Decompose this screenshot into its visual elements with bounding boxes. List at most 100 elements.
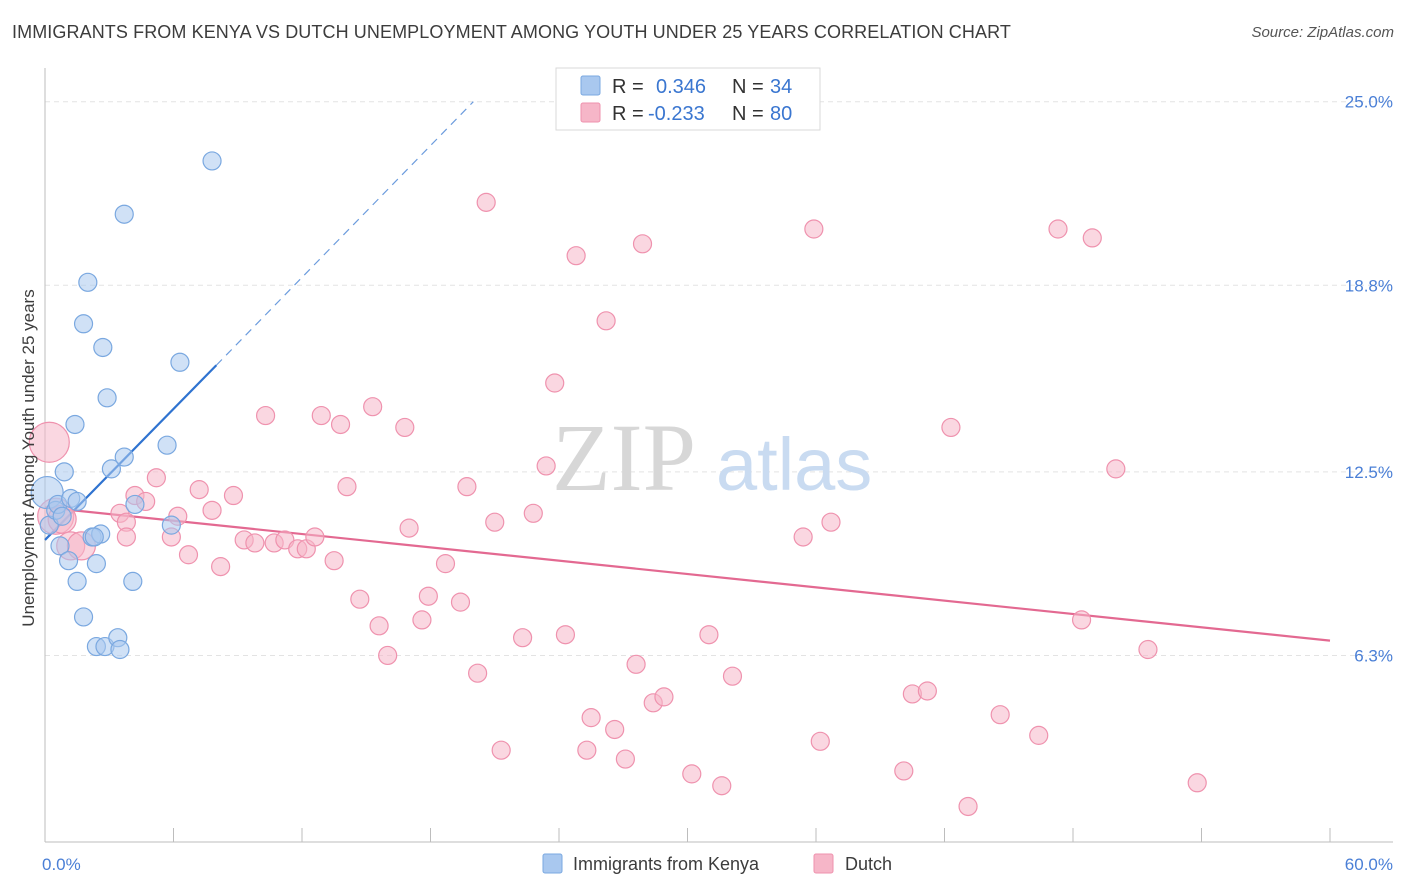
dutch-point-7 — [116, 527, 136, 547]
kenya-point-32 — [202, 151, 222, 171]
y-tick-label-1: 12.5% — [1345, 463, 1393, 482]
dutch-point-28 — [330, 414, 351, 435]
dutch-point-34 — [395, 417, 415, 438]
dutch-point-80 — [1187, 773, 1207, 793]
dutch-point-32 — [369, 616, 389, 636]
dutch-point-53 — [596, 311, 616, 331]
legend-r-value-kenya: 0.346 — [656, 76, 706, 98]
dutch-point-71 — [941, 417, 961, 438]
bottom-legend-swatch-dutch — [813, 853, 834, 874]
y-tick-label-2: 18.8% — [1345, 276, 1393, 295]
dutch-point-10 — [146, 468, 166, 488]
dutch-point-77 — [1082, 228, 1102, 248]
kenya-point-16 — [86, 554, 107, 574]
dutch-point-46 — [523, 503, 543, 523]
kenya-point-22 — [101, 459, 121, 479]
kenya-point-26 — [114, 204, 134, 224]
dutch-point-54 — [605, 719, 625, 740]
legend-swatch-dutch — [580, 102, 601, 123]
dutch-point-39 — [450, 592, 471, 612]
dutch-point-49 — [555, 625, 576, 645]
dutch-point-36 — [412, 610, 432, 630]
dutch-point-26 — [311, 405, 331, 426]
kenya-point-12 — [73, 607, 94, 627]
trend-line-series-1 — [44, 506, 1331, 642]
kenya-point-4 — [52, 506, 72, 526]
dutch-point-19 — [245, 533, 265, 553]
dutch-point-59 — [654, 687, 674, 707]
legend-r-value-dutch: -0.233 — [648, 103, 705, 125]
y-tick-label-3: 25.0% — [1345, 93, 1393, 112]
legend-n-label-kenya: N = — [732, 76, 764, 98]
legend-swatch-kenya — [580, 75, 601, 96]
legend: R = 0.346 N = 34 R = -0.233 N = 80 — [555, 67, 821, 131]
dutch-point-20 — [255, 405, 276, 426]
kenya-point-6 — [54, 462, 74, 482]
dutch-point-29 — [337, 477, 357, 497]
bottom-legend: Immigrants from Kenya Dutch — [542, 853, 892, 874]
kenya-point-24 — [110, 639, 130, 660]
dutch-point-72 — [958, 796, 978, 817]
dutch-point-38 — [435, 554, 456, 574]
dutch-point-66 — [810, 731, 830, 751]
dutch-point-0 — [28, 421, 70, 463]
chart-title: IMMIGRANTS FROM KENYA VS DUTCH UNEMPLOYM… — [12, 22, 1011, 42]
dutch-point-65 — [804, 219, 824, 239]
dutch-point-75 — [1048, 219, 1068, 239]
dutch-point-64 — [793, 527, 813, 547]
watermark: ZIP atlas — [552, 404, 872, 511]
bottom-legend-label-dutch: Dutch — [845, 854, 892, 874]
kenya-point-11 — [67, 571, 87, 592]
kenya-point-14 — [78, 272, 98, 292]
kenya-point-30 — [161, 515, 181, 535]
legend-n-label-dutch: N = — [732, 103, 764, 125]
dutch-point-62 — [712, 776, 732, 796]
scatter-points — [28, 151, 1207, 817]
dutch-point-45 — [512, 628, 533, 648]
gridlines — [45, 101, 1393, 656]
bottom-legend-swatch-kenya — [542, 853, 563, 874]
y-axis-title: Unemployment Among Youth under 25 years — [19, 289, 38, 626]
kenya-point-33 — [84, 527, 104, 547]
dutch-point-35 — [399, 518, 419, 538]
dutch-point-78 — [1106, 459, 1126, 479]
dutch-point-47 — [536, 456, 556, 476]
dutch-point-13 — [178, 545, 199, 565]
legend-n-value-dutch: 80 — [770, 103, 792, 125]
legend-n-value-kenya: 34 — [770, 76, 792, 98]
bottom-legend-label-kenya: Immigrants from Kenya — [573, 854, 760, 874]
dutch-point-74 — [1029, 725, 1049, 745]
dutch-point-41 — [468, 663, 488, 683]
dutch-point-56 — [626, 654, 646, 674]
dutch-point-76 — [1071, 610, 1092, 630]
dutch-point-60 — [682, 764, 702, 784]
dutch-point-27 — [324, 551, 344, 571]
dutch-point-67 — [821, 512, 841, 532]
trend-lines — [44, 101, 1331, 642]
kenya-point-19 — [93, 337, 113, 358]
dutch-point-17 — [223, 485, 244, 506]
legend-r-label-kenya: R = — [612, 76, 644, 98]
dutch-point-42 — [476, 192, 496, 212]
watermark-zip: ZIP — [552, 404, 696, 511]
dutch-point-61 — [699, 625, 719, 645]
kenya-point-5 — [50, 536, 70, 556]
dutch-point-52 — [581, 708, 601, 728]
dutch-point-44 — [491, 740, 511, 760]
dutch-point-25 — [305, 527, 325, 547]
kenya-point-25 — [114, 447, 134, 467]
dutch-point-51 — [577, 740, 597, 760]
kenya-point-9 — [65, 414, 85, 435]
y-tick-label-0: 6.3% — [1354, 646, 1393, 665]
dutch-point-68 — [894, 761, 914, 781]
kenya-point-29 — [157, 435, 177, 455]
kenya-point-27 — [123, 571, 143, 592]
x-tick-label-0: 0.0% — [42, 855, 81, 874]
dutch-point-15 — [202, 500, 222, 520]
dutch-point-40 — [457, 477, 477, 497]
dutch-point-31 — [363, 397, 383, 417]
source-label: Source: ZipAtlas.com — [1251, 24, 1394, 41]
dutch-point-50 — [566, 246, 586, 266]
kenya-point-31 — [170, 352, 190, 372]
